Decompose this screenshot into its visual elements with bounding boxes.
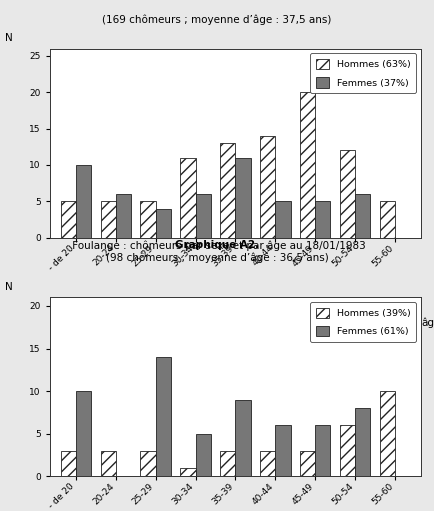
Bar	[116, 194, 131, 238]
Bar	[156, 357, 171, 476]
Bar	[315, 201, 330, 238]
Bar	[220, 143, 235, 238]
Bar	[181, 157, 196, 238]
Bar	[156, 208, 171, 238]
Bar	[220, 451, 235, 476]
Legend: Hommes (63%), Femmes (37%): Hommes (63%), Femmes (37%)	[310, 53, 416, 93]
Legend: Hommes (39%), Femmes (61%): Hommes (39%), Femmes (61%)	[310, 302, 416, 342]
Bar	[275, 201, 290, 238]
Bar	[196, 434, 210, 476]
Bar	[275, 425, 290, 476]
Bar	[340, 425, 355, 476]
Bar	[340, 150, 355, 238]
Bar	[300, 92, 315, 238]
Text: âge: âge	[421, 317, 434, 328]
Bar	[61, 201, 76, 238]
Bar	[355, 408, 370, 476]
Bar	[141, 451, 156, 476]
Bar	[235, 400, 250, 476]
Bar	[141, 201, 156, 238]
Text: (98 chômeurs ; moyenne d’âge : 36,5 ans): (98 chômeurs ; moyenne d’âge : 36,5 ans)	[105, 253, 329, 264]
Bar	[101, 451, 116, 476]
Bar	[76, 391, 91, 476]
Bar	[260, 451, 275, 476]
Bar	[380, 391, 395, 476]
Text: Graphique A2.: Graphique A2.	[175, 240, 259, 250]
Bar	[235, 157, 250, 238]
Bar	[300, 451, 315, 476]
Bar	[355, 194, 370, 238]
Text: (169 chômeurs ; moyenne d’âge : 37,5 ans): (169 chômeurs ; moyenne d’âge : 37,5 ans…	[102, 14, 332, 25]
Text: N: N	[5, 33, 13, 43]
Bar	[76, 165, 91, 238]
Bar	[260, 136, 275, 238]
Bar	[315, 425, 330, 476]
Text: Foulange : chômeurs par sexe et par âge au 18/01/1983: Foulange : chômeurs par sexe et par âge …	[69, 240, 365, 251]
Bar	[380, 201, 395, 238]
Bar	[181, 468, 196, 476]
Bar	[61, 451, 76, 476]
Text: N: N	[5, 282, 13, 292]
Bar	[196, 194, 210, 238]
Bar	[101, 201, 116, 238]
